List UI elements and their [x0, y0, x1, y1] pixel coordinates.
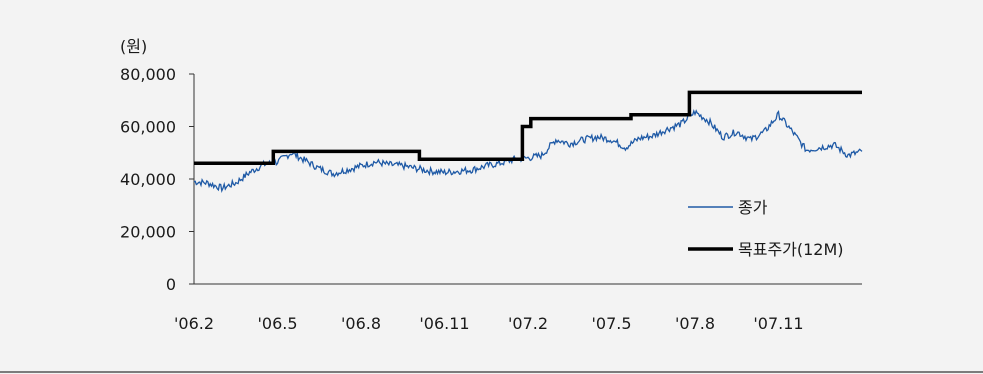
series-line-close	[193, 109, 863, 194]
x-tick-labels: '06.2 '06.5 '06.8 '06.11 '07.2 '07.5 '07.8 '07.…	[174, 314, 804, 333]
x-tick-label: '07.8	[675, 314, 715, 333]
y-tick-label: 40,000	[120, 170, 176, 189]
x-tick-label: '06.5	[257, 314, 297, 333]
y-tick-label: 0	[166, 275, 176, 294]
x-tick-label: '06.2	[174, 314, 214, 333]
y-tick-label: 80,000	[120, 65, 176, 84]
legend-label-target: 목표주가(12M)	[738, 240, 844, 259]
y-tick-label: 20,000	[120, 223, 176, 242]
x-tick-label: '07.11	[753, 314, 803, 333]
series-layer	[193, 90, 863, 194]
series-line-target	[194, 90, 862, 166]
x-tick-label: '07.5	[591, 314, 631, 333]
x-tick-label: '06.8	[341, 314, 381, 333]
x-tick-label: '06.11	[419, 314, 469, 333]
y-tick-label: 60,000	[120, 118, 176, 137]
axes	[189, 73, 862, 285]
legend-label-close: 종가	[738, 198, 768, 217]
y-tick-labels: 0 20,000 40,000 60,000 80,000	[120, 65, 176, 294]
legend: 종가 목표주가(12M)	[688, 198, 844, 259]
x-tick-label: '07.2	[508, 314, 548, 333]
y-unit-label: (원)	[120, 37, 147, 56]
